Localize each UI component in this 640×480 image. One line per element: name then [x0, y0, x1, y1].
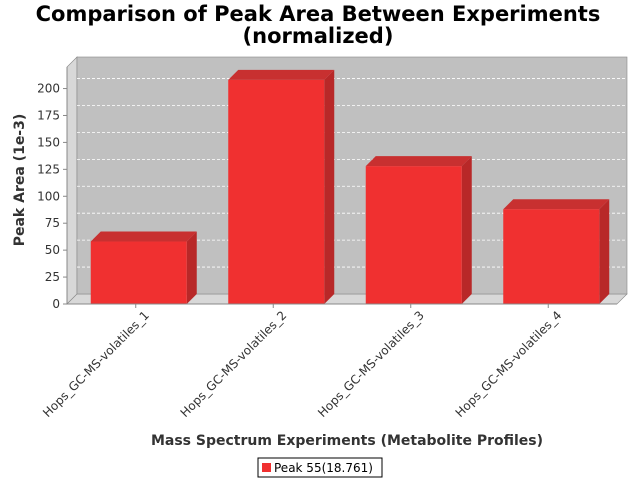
y-tick-label: 75 [45, 216, 60, 230]
bars [90, 69, 610, 304]
x-tick-label: Hops_GC-MS-volatiles_4 [453, 308, 565, 420]
y-axis-label: Peak Area (1e-3) [12, 114, 28, 247]
y-tick-label: 125 [37, 162, 60, 176]
x-tick-label: Hops_GC-MS-volatiles_1 [40, 308, 152, 420]
legend-label: Peak 55(18.761) [274, 461, 373, 475]
bar-side [461, 156, 472, 304]
bar-top [503, 199, 610, 210]
bar-front [503, 209, 600, 304]
bar-top [365, 156, 472, 167]
bar-side [186, 231, 197, 304]
y-axis: 0 25 50 75 100 125 150 175 200 [37, 67, 68, 311]
bar-front [228, 79, 325, 304]
bar-top [90, 231, 197, 242]
y-tick-label: 0 [52, 297, 60, 311]
bar-front [365, 166, 462, 304]
legend: Peak 55(18.761) [257, 457, 383, 478]
y-tick-label: 175 [37, 108, 60, 122]
y-tick-label: 100 [37, 189, 60, 203]
y-tick-label: 150 [37, 135, 60, 149]
x-tick-label: Hops_GC-MS-volatiles_3 [315, 308, 427, 420]
x-axis-label: Mass Spectrum Experiments (Metabolite Pr… [151, 433, 543, 449]
x-axis: Hops_GC-MS-volatiles_1 Hops_GC-MS-volatil… [40, 303, 617, 420]
bar-side [324, 69, 335, 304]
y-tick-label: 200 [37, 82, 60, 96]
y-tick-label: 50 [45, 243, 60, 257]
bar-top [228, 69, 335, 80]
bar [365, 156, 472, 304]
legend-box [257, 457, 383, 478]
plot-left-wall [66, 56, 78, 305]
y-tick-label: 25 [45, 270, 60, 284]
bar-side [599, 199, 610, 304]
bar [90, 231, 197, 304]
x-tick-label: Hops_GC-MS-volatiles_2 [178, 308, 290, 420]
chart-title-line2: (normalized) [243, 24, 394, 48]
bar [503, 199, 610, 304]
chart-title-line1: Comparison of Peak Area Between Experime… [36, 2, 601, 26]
bar [228, 69, 335, 304]
bar-front [90, 241, 187, 304]
legend-swatch [262, 463, 271, 472]
